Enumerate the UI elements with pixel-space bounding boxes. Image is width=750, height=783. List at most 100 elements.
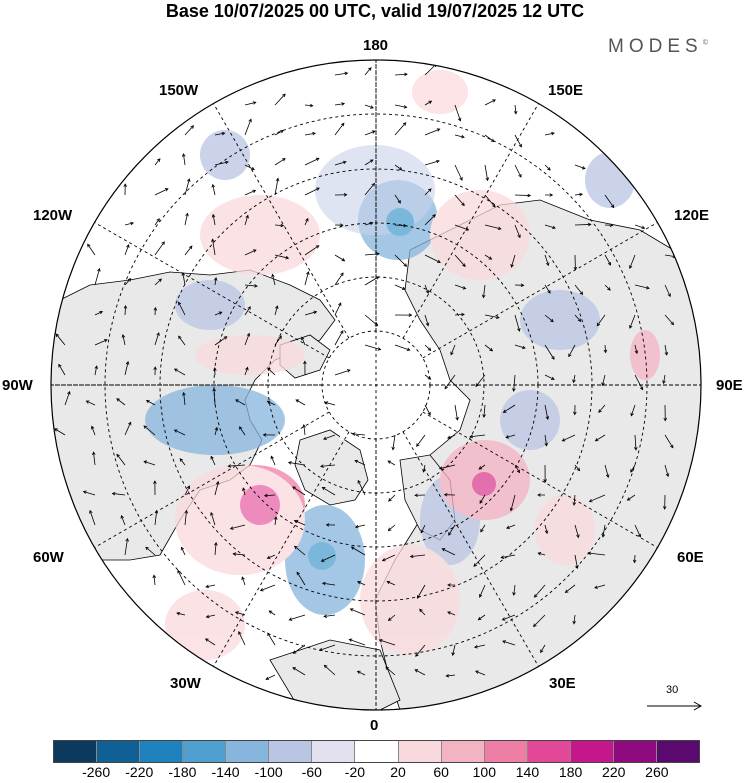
wind-arrow [634, 224, 646, 230]
wind-arrow [544, 193, 554, 197]
wind-arrow [454, 284, 467, 290]
wind-arrow [214, 426, 219, 436]
reference-vector-label: 30 [666, 684, 679, 696]
wind-arrow [629, 254, 636, 270]
wind-arrow [274, 335, 282, 346]
wind-arrow [474, 644, 486, 649]
wind-arrow [604, 223, 614, 228]
wind-arrow [295, 399, 306, 406]
wind-arrow [304, 310, 318, 316]
wind-arrow [239, 426, 246, 436]
wind-arrow [594, 584, 606, 589]
colorbar-tick-label: -180 [168, 764, 197, 780]
wind-arrow [484, 99, 496, 106]
anomaly-pos-alaska [200, 195, 320, 275]
wind-arrow [381, 554, 396, 562]
wind-arrow [484, 194, 496, 208]
colorbar-segment [226, 741, 270, 762]
wind-arrow [414, 669, 426, 676]
wind-arrow [598, 404, 606, 413]
wind-arrow [120, 514, 126, 526]
wind-arrow [500, 554, 516, 559]
wind-arrow [364, 182, 376, 196]
wind-arrow [634, 524, 642, 538]
wind-arrow [514, 164, 522, 178]
wind-arrow [87, 243, 96, 256]
wind-arrow [424, 214, 436, 226]
wind-arrow [334, 122, 345, 136]
wind-arrow [588, 494, 606, 503]
wind-arrow [177, 569, 186, 586]
wind-arrow [274, 305, 279, 316]
wind-arrow [154, 241, 165, 256]
wind-arrow [288, 614, 306, 621]
wind-arrow [394, 313, 413, 317]
wind-arrow [304, 157, 320, 166]
wind-arrow [634, 374, 644, 391]
wind-arrow [274, 223, 285, 228]
wind-arrow [454, 134, 465, 139]
wind-arrow [662, 374, 666, 385]
wind-arrow [94, 310, 104, 316]
wind-arrow [506, 524, 516, 529]
lon-label-0: 0 [370, 717, 379, 734]
wind-arrow [292, 667, 306, 676]
wind-arrow [544, 284, 551, 294]
wind-arrow [154, 188, 169, 196]
wind-arrow [211, 238, 216, 256]
colorbar-segment [312, 741, 356, 762]
wind-arrow [214, 311, 223, 316]
wind-arrow [513, 104, 518, 115]
wind-arrow [153, 366, 157, 376]
wind-arrow [502, 404, 516, 413]
wind-arrow [111, 491, 126, 496]
wind-arrow [287, 461, 306, 466]
wind-arrow [475, 670, 486, 676]
wind-arrow [574, 284, 584, 296]
anomaly-pos-northatlantic-outer [175, 465, 305, 575]
wind-arrow [594, 434, 606, 442]
wind-arrow [601, 374, 606, 387]
wind-arrow [204, 638, 216, 646]
wind-arrow [502, 640, 516, 646]
wind-arrow [544, 164, 551, 171]
wind-arrow [544, 404, 550, 420]
lon-label-120e: 120E [674, 207, 710, 224]
wind-arrow [350, 546, 366, 556]
colorbar-segment [355, 741, 399, 762]
wind-arrow [349, 608, 366, 616]
wind-arrow [664, 284, 671, 298]
colorbar-segment [54, 741, 98, 762]
wind-arrow [227, 464, 246, 468]
wind-arrow [244, 189, 257, 196]
wind-arrow [444, 374, 456, 390]
wind-arrow [601, 524, 606, 538]
wind-arrow [447, 434, 456, 439]
wind-arrow [184, 509, 189, 526]
wind-arrow [364, 104, 374, 109]
wind-arrow [143, 460, 156, 466]
wind-arrow [481, 284, 486, 299]
wind-arrow [540, 644, 546, 654]
wind-arrow [634, 344, 639, 355]
wind-arrow [388, 494, 396, 502]
wind-arrow [572, 374, 576, 384]
wind-arrow [271, 273, 276, 286]
wind-arrow [152, 574, 156, 586]
wind-arrow [424, 254, 441, 264]
wind-arrow [124, 537, 129, 556]
wind-arrow [244, 306, 251, 316]
wind-arrow [512, 584, 516, 596]
wind-arrow [348, 638, 366, 646]
wind-arrow [210, 455, 216, 466]
wind-arrow [478, 584, 486, 598]
wind-arrow [214, 336, 228, 346]
wind-arrow [378, 638, 396, 646]
map-disc [51, 60, 701, 710]
wind-arrow [214, 541, 218, 556]
wind-arrow [544, 524, 549, 535]
brand-text: MODES [608, 36, 703, 57]
wind-arrow [477, 614, 486, 621]
wind-arrow [244, 332, 251, 346]
wind-arrow [266, 400, 276, 406]
